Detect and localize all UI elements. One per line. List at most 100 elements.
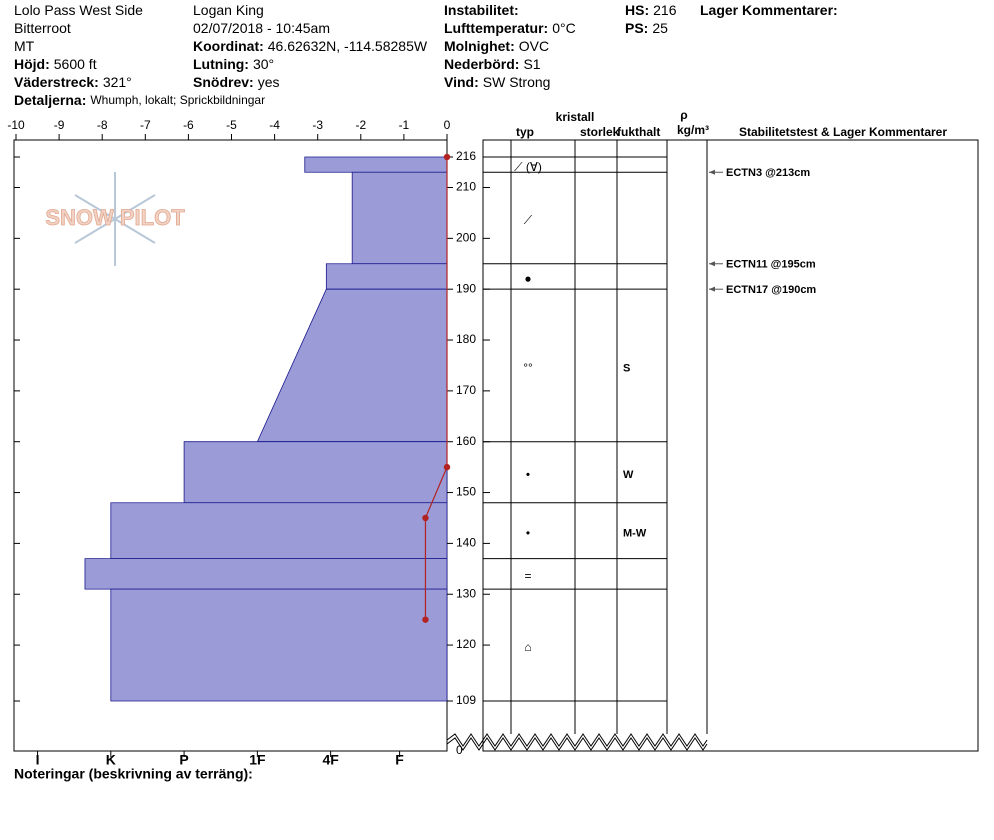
y-tick-label: 120 <box>456 637 476 651</box>
table-frame <box>482 139 979 752</box>
field-label: HS: <box>625 2 649 18</box>
field-value: SW Strong <box>483 74 551 90</box>
y-tick-label: 109 <box>456 693 476 707</box>
header-field: Lutning: 30° <box>193 56 274 72</box>
grain-type: ⌂ <box>524 640 531 654</box>
field-label: Nederbörd: <box>444 56 519 72</box>
x-tick-label: -4 <box>269 118 280 132</box>
details-value: Whumph, lokalt; Sprickbildningar <box>90 93 265 107</box>
field-label: Instabilitet: <box>444 2 519 18</box>
y-tick-label: 210 <box>456 180 476 194</box>
notes: Noteringar (beskrivning av terräng): <box>14 766 253 782</box>
hardness-layer <box>110 502 448 560</box>
header-field: Väderstreck: 321° <box>14 74 132 90</box>
hardness-layer <box>84 558 448 590</box>
moisture: M-W <box>623 528 647 540</box>
field-label: Molnighet: <box>444 38 515 54</box>
hardness-tick-label: I <box>36 752 40 768</box>
field-value: S1 <box>523 56 540 72</box>
column-header: typ <box>516 125 534 139</box>
hardness-tick-label: 4F <box>322 752 339 768</box>
header-field: PS: 25 <box>625 20 668 36</box>
y-tick-label: 130 <box>456 586 476 600</box>
grain-type: • <box>526 467 530 481</box>
grain-type: • <box>526 526 530 540</box>
field-value: Bitterroot <box>14 20 71 36</box>
y-tick-label: 150 <box>456 485 476 499</box>
temperature-profile <box>424 157 448 620</box>
field-value: OVC <box>519 38 549 54</box>
x-tick-label: -1 <box>399 118 410 132</box>
grain-type: ⟋ (∀) <box>514 160 542 174</box>
test-arrowhead <box>709 169 715 175</box>
header-field: Molnighet: OVC <box>444 38 549 54</box>
test-arrowhead <box>709 286 715 292</box>
hardness-tick-label: 1F <box>249 752 266 768</box>
hardness-tick-label: F <box>395 752 404 768</box>
hardness-layer <box>351 171 448 265</box>
header-field: Lufttemperatur: 0°C <box>444 20 576 36</box>
column-header: Stabilitetstest & Lager Kommentarer <box>739 125 947 139</box>
x-tick-label: -2 <box>355 118 366 132</box>
header-field: 02/07/2018 - 10:45am <box>193 20 330 36</box>
temperature-point <box>422 616 429 623</box>
x-tick-label: -6 <box>183 118 194 132</box>
test-label: ECTN11 @195cm <box>726 259 816 271</box>
field-value: Logan King <box>193 2 264 18</box>
hardness-layer <box>183 441 448 504</box>
hardness-layer <box>110 588 448 702</box>
y-tick-label: 216 <box>456 149 476 163</box>
hardness-layer <box>256 288 448 443</box>
test-label: ECTN3 @213cm <box>726 167 810 179</box>
y-tick-label: 170 <box>456 383 476 397</box>
axis-break <box>446 737 708 751</box>
field-value: 5600 ft <box>54 56 97 72</box>
field-value: 25 <box>652 20 668 36</box>
field-label: Lufttemperatur: <box>444 20 548 36</box>
moisture: S <box>623 362 630 374</box>
test-arrowhead <box>709 261 715 267</box>
field-value: 02/07/2018 - 10:45am <box>193 20 330 36</box>
grain-type: ● <box>524 272 531 286</box>
field-label: PS: <box>625 20 648 36</box>
field-label: Koordinat: <box>193 38 264 54</box>
hardness-tick-label: P <box>179 752 188 768</box>
header-field: Vind: SW Strong <box>444 74 550 90</box>
field-value: 216 <box>653 2 677 18</box>
grain-type: = <box>524 569 531 583</box>
y-tick-label: 180 <box>456 332 476 346</box>
x-tick-label: -9 <box>54 118 65 132</box>
header-field: Bitterroot <box>14 20 71 36</box>
field-value: 46.62632N, -114.58285W <box>268 38 428 54</box>
header-field: Lager Kommentarer: <box>700 2 838 18</box>
header-field: Logan King <box>193 2 264 18</box>
column-header: storlek <box>580 125 620 139</box>
header-field: MT <box>14 38 35 54</box>
header-field: Snödrev: yes <box>193 74 279 90</box>
x-tick-label: -10 <box>7 118 25 132</box>
temperature-point <box>422 514 429 522</box>
hardness-layer <box>304 156 448 173</box>
field-label: Lutning: <box>193 56 249 72</box>
field-label: Snödrev: <box>193 74 254 90</box>
x-tick-label: -3 <box>312 118 323 132</box>
header-field: Lolo Pass West Side <box>14 2 143 18</box>
y-base-label: 0 <box>456 743 463 757</box>
logo-text: SNOW PILOT <box>45 205 185 230</box>
x-tick-label: 0 <box>444 118 451 132</box>
grain-type: ⟋ <box>524 213 533 227</box>
y-tick-label: 190 <box>456 281 476 295</box>
temperature-point <box>443 153 451 161</box>
x-tick-label: -7 <box>140 118 151 132</box>
field-label: Väderstreck: <box>14 74 99 90</box>
y-tick-label: 160 <box>456 434 476 448</box>
temperature-point <box>443 463 451 471</box>
field-value: 0°C <box>552 20 576 36</box>
header-field: Instabilitet: <box>444 2 519 18</box>
field-label: Höjd: <box>14 56 50 72</box>
field-value: MT <box>14 38 35 54</box>
column-header: kg/m³ <box>677 123 709 137</box>
x-tick-label: -5 <box>226 118 237 132</box>
